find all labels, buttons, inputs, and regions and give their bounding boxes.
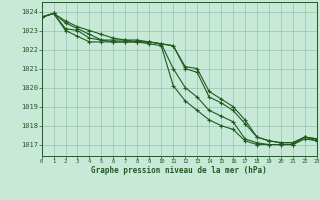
X-axis label: Graphe pression niveau de la mer (hPa): Graphe pression niveau de la mer (hPa) xyxy=(91,166,267,175)
